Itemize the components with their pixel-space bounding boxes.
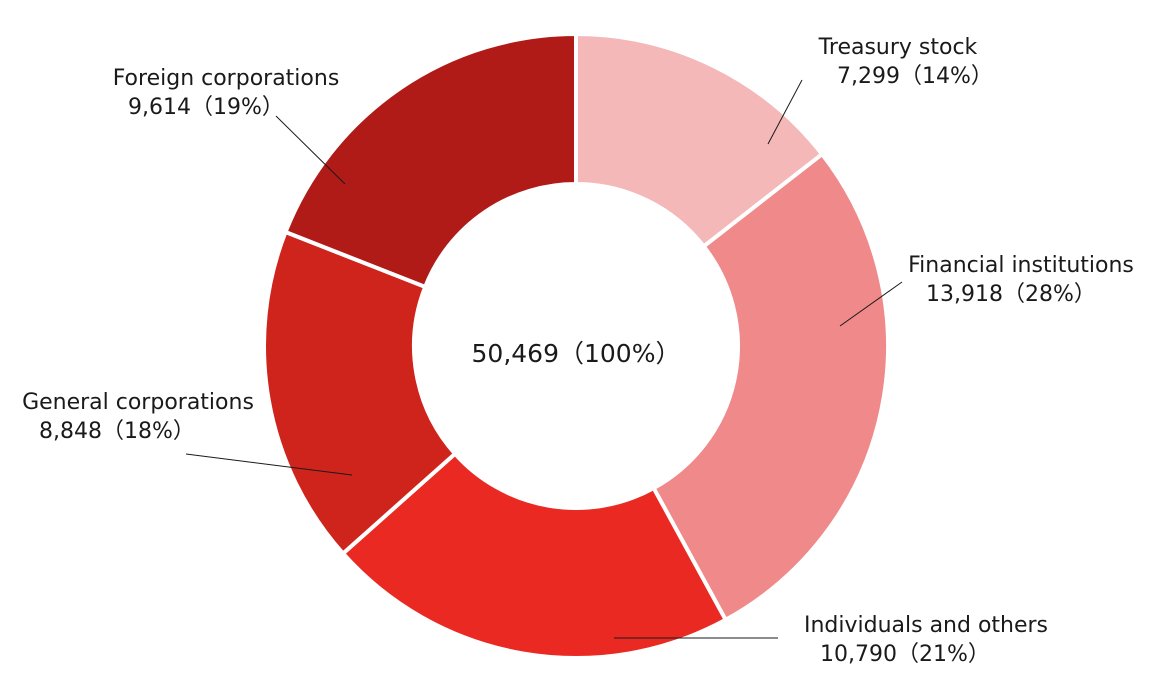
slice-name-label: Treasury stock	[818, 35, 978, 60]
slice-value-label: 7,299（14%）	[837, 64, 993, 89]
slice-value-label: 10,790（21%）	[820, 642, 990, 667]
donut-slices	[262, 31, 890, 660]
leader-line-general-corporations	[185, 453, 353, 476]
slice-foreign-corporations	[282, 31, 578, 290]
leader-line-financial-institutions	[839, 281, 903, 327]
slice-name-label: Foreign corporations	[113, 66, 340, 91]
slice-name-label: Individuals and others	[804, 613, 1048, 638]
slice-name-label: General corporations	[22, 390, 254, 415]
slice-value-label: 9,614（19%）	[128, 95, 284, 120]
slice-labels: Treasury stock 7,299（14%） Financial instit…	[22, 35, 1134, 667]
leader-line-foreign-corporations	[275, 115, 346, 185]
slice-value-label: 13,918（28%）	[926, 282, 1096, 307]
leader-line-treasury-stock	[767, 79, 803, 145]
center-total-label: 50,469（100%）	[472, 339, 681, 368]
slice-individuals-and-others	[340, 450, 729, 660]
leader-lines	[185, 79, 903, 639]
slice-general-corporations	[262, 229, 458, 557]
slice-treasury-stock	[574, 31, 825, 250]
slice-name-label: Financial institutions	[908, 253, 1134, 278]
slice-value-label: 8,848（18%）	[39, 419, 195, 444]
